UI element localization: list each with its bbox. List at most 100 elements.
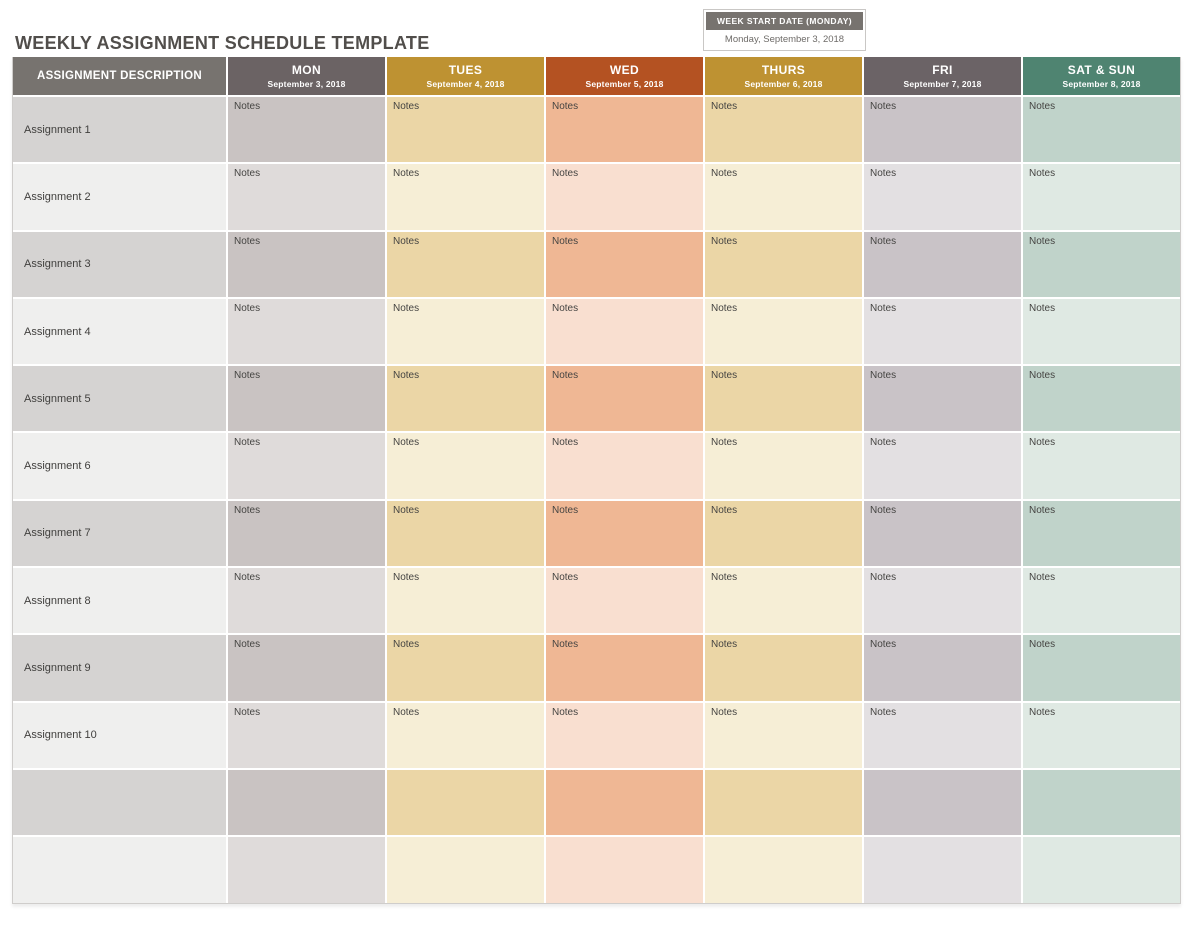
notes-cell-tues[interactable] <box>387 769 544 836</box>
assignment-description-cell[interactable]: Assignment 5 <box>13 366 226 432</box>
notes-cell-sat-sun[interactable]: Notes <box>1023 433 1180 499</box>
notes-cell-fri[interactable] <box>864 837 1021 903</box>
assignment-description-cell[interactable]: Assignment 8 <box>13 568 226 634</box>
week-start-date-value[interactable]: Monday, September 3, 2018 <box>724 34 845 45</box>
assignment-description-cell[interactable]: Assignment 3 <box>13 231 226 297</box>
notes-cell-wed[interactable]: Notes <box>546 635 703 701</box>
notes-cell-thurs[interactable] <box>705 769 862 836</box>
notes-cell-fri[interactable]: Notes <box>864 702 1021 768</box>
assignment-schedule-table: ASSIGNMENT DESCRIPTION MON September 3, 20… <box>12 57 1181 904</box>
notes-cell-sat-sun[interactable]: Notes <box>1023 97 1180 163</box>
notes-cell-fri[interactable]: Notes <box>864 97 1021 163</box>
assignment-description-cell[interactable] <box>13 769 226 836</box>
notes-label: Notes <box>1029 639 1056 651</box>
notes-cell-thurs[interactable]: Notes <box>705 500 862 567</box>
notes-cell-mon[interactable] <box>228 769 385 836</box>
notes-cell-mon[interactable]: Notes <box>228 366 385 432</box>
notes-cell-mon[interactable]: Notes <box>228 164 385 230</box>
notes-cell-mon[interactable] <box>228 837 385 903</box>
notes-cell-sat-sun[interactable] <box>1023 837 1180 903</box>
notes-cell-mon[interactable]: Notes <box>228 500 385 567</box>
notes-cell-sat-sun[interactable]: Notes <box>1023 298 1180 365</box>
assignment-description-cell[interactable]: Assignment 2 <box>13 164 226 230</box>
notes-label: Notes <box>711 302 738 314</box>
notes-cell-mon[interactable]: Notes <box>228 231 385 297</box>
notes-cell-mon[interactable]: Notes <box>228 433 385 499</box>
notes-cell-wed[interactable]: Notes <box>546 433 703 499</box>
notes-cell-sat-sun[interactable]: Notes <box>1023 164 1180 230</box>
notes-cell-tues[interactable]: Notes <box>387 568 544 634</box>
notes-cell-fri[interactable] <box>864 769 1021 836</box>
notes-cell-sat-sun[interactable]: Notes <box>1023 500 1180 567</box>
notes-cell-wed[interactable]: Notes <box>546 164 703 230</box>
notes-cell-thurs[interactable]: Notes <box>705 635 862 701</box>
notes-cell-wed[interactable]: Notes <box>546 298 703 365</box>
notes-cell-thurs[interactable]: Notes <box>705 366 862 432</box>
assignment-description-cell[interactable] <box>13 837 226 903</box>
notes-cell-tues[interactable] <box>387 837 544 903</box>
notes-cell-tues[interactable]: Notes <box>387 366 544 432</box>
column-header-thurs: THURS September 6, 2018 <box>705 57 862 95</box>
assignment-description-cell[interactable]: Assignment 10 <box>13 702 226 768</box>
assignment-description-cell[interactable]: Assignment 6 <box>13 433 226 499</box>
notes-cell-fri[interactable]: Notes <box>864 500 1021 567</box>
notes-cell-mon[interactable]: Notes <box>228 568 385 634</box>
notes-label: Notes <box>711 101 738 112</box>
notes-cell-wed[interactable]: Notes <box>546 366 703 432</box>
notes-cell-thurs[interactable]: Notes <box>705 97 862 163</box>
notes-cell-sat-sun[interactable]: Notes <box>1023 568 1180 634</box>
notes-cell-thurs[interactable]: Notes <box>705 433 862 499</box>
assignment-description-cell[interactable]: Assignment 9 <box>13 635 226 701</box>
notes-cell-fri[interactable]: Notes <box>864 298 1021 365</box>
assignment-description-cell[interactable]: Assignment 4 <box>13 298 226 365</box>
notes-cell-tues[interactable]: Notes <box>387 635 544 701</box>
notes-label: Notes <box>870 639 897 651</box>
notes-cell-mon[interactable]: Notes <box>228 298 385 365</box>
assignment-description-cell[interactable]: Assignment 7 <box>13 500 226 567</box>
notes-label: Notes <box>870 101 897 112</box>
notes-cell-fri[interactable]: Notes <box>864 568 1021 634</box>
notes-cell-wed[interactable]: Notes <box>546 500 703 567</box>
notes-cell-wed[interactable] <box>546 769 703 836</box>
notes-cell-thurs[interactable]: Notes <box>705 164 862 230</box>
day-name-label: WED <box>609 63 640 77</box>
notes-cell-tues[interactable]: Notes <box>387 500 544 567</box>
notes-cell-sat-sun[interactable]: Notes <box>1023 366 1180 432</box>
notes-cell-thurs[interactable]: Notes <box>705 568 862 634</box>
notes-cell-thurs[interactable]: Notes <box>705 702 862 768</box>
notes-cell-sat-sun[interactable]: Notes <box>1023 702 1180 768</box>
notes-cell-sat-sun[interactable] <box>1023 769 1180 836</box>
notes-cell-fri[interactable]: Notes <box>864 231 1021 297</box>
notes-cell-thurs[interactable]: Notes <box>705 298 862 365</box>
notes-cell-wed[interactable]: Notes <box>546 97 703 163</box>
schedule-row <box>13 769 1180 836</box>
notes-cell-tues[interactable]: Notes <box>387 231 544 297</box>
notes-label: Notes <box>234 639 261 651</box>
notes-cell-fri[interactable]: Notes <box>864 366 1021 432</box>
notes-cell-mon[interactable]: Notes <box>228 702 385 768</box>
notes-cell-thurs[interactable] <box>705 837 862 903</box>
notes-cell-wed[interactable]: Notes <box>546 231 703 297</box>
notes-cell-fri[interactable]: Notes <box>864 433 1021 499</box>
schedule-row: Assignment 8 Notes Notes Notes Notes Notes Not… <box>13 568 1180 634</box>
notes-cell-mon[interactable]: Notes <box>228 635 385 701</box>
notes-cell-tues[interactable]: Notes <box>387 164 544 230</box>
notes-cell-tues[interactable]: Notes <box>387 97 544 163</box>
notes-cell-tues[interactable]: Notes <box>387 433 544 499</box>
notes-cell-fri[interactable]: Notes <box>864 635 1021 701</box>
assignment-label: Assignment 2 <box>24 190 91 203</box>
notes-label: Notes <box>393 504 420 516</box>
notes-cell-fri[interactable]: Notes <box>864 164 1021 230</box>
notes-label: Notes <box>1029 370 1056 382</box>
notes-cell-thurs[interactable]: Notes <box>705 231 862 297</box>
notes-cell-mon[interactable]: Notes <box>228 97 385 163</box>
notes-cell-wed[interactable]: Notes <box>546 702 703 768</box>
notes-cell-wed[interactable]: Notes <box>546 568 703 634</box>
notes-cell-sat-sun[interactable]: Notes <box>1023 231 1180 297</box>
notes-label: Notes <box>393 639 420 651</box>
notes-cell-wed[interactable] <box>546 837 703 903</box>
notes-cell-tues[interactable]: Notes <box>387 298 544 365</box>
notes-cell-sat-sun[interactable]: Notes <box>1023 635 1180 701</box>
assignment-description-cell[interactable]: Assignment 1 <box>13 97 226 163</box>
notes-cell-tues[interactable]: Notes <box>387 702 544 768</box>
